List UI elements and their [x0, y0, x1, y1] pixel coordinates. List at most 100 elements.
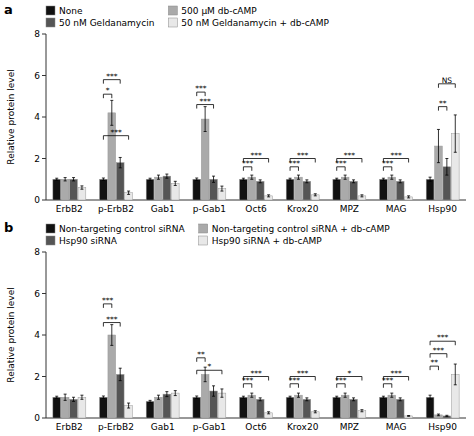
error-bar [80, 186, 83, 189]
significance-label: ** [197, 350, 205, 359]
bar [286, 179, 294, 200]
y-tick-label: 8 [34, 29, 40, 39]
error-bar [289, 178, 292, 180]
error-bar [454, 115, 457, 152]
bar [108, 335, 116, 418]
brackets [103, 80, 455, 171]
bar [443, 416, 451, 418]
x-tick-label: Hsp90 [428, 422, 457, 432]
y-tick [42, 34, 46, 35]
bar [388, 177, 396, 200]
bar [303, 399, 311, 418]
y-tick [42, 418, 46, 419]
y-tick-label: 2 [34, 372, 40, 382]
error-bars [72, 368, 448, 416]
bar [286, 397, 294, 418]
bar [405, 416, 413, 418]
legend-swatch [168, 6, 177, 15]
legend-item: Non-targeting control siRNA [46, 224, 186, 234]
y-tick-label: 0 [34, 413, 40, 423]
error-bar [127, 191, 130, 194]
y-tick-label: 2 [34, 154, 40, 164]
legend-swatch [46, 6, 55, 15]
error-bar [344, 175, 347, 179]
bar [380, 397, 388, 418]
error-bar [407, 196, 410, 198]
bar [256, 181, 264, 200]
error-bar [352, 398, 355, 401]
bar [146, 401, 154, 418]
y-tick [42, 158, 46, 159]
legend-item: 50 nM Geldanamycin [46, 18, 154, 28]
bar [248, 395, 256, 418]
legend-label: 50 nM Geldanamycin [59, 18, 154, 28]
significance-label: *** [102, 296, 114, 305]
y-tick [42, 376, 46, 377]
y-tick-label: 6 [34, 289, 40, 299]
error-bars [64, 325, 440, 416]
significance-label: *** [433, 346, 445, 355]
bar [171, 393, 179, 418]
legend-label: Non-targeting control siRNA [59, 224, 186, 234]
y-tick [42, 75, 46, 76]
error-bar [454, 364, 457, 385]
bar [155, 397, 163, 418]
bar [256, 399, 264, 418]
legend-swatch [199, 224, 208, 233]
error-bar [72, 178, 75, 181]
x-tick-label: MAG [386, 204, 407, 214]
bar [350, 399, 358, 418]
x-tick-label: Krox20 [287, 422, 319, 432]
significance-label: * [207, 362, 211, 371]
significance-label: *** [437, 333, 449, 342]
bar [295, 177, 303, 200]
y-tick-label: 4 [34, 330, 40, 340]
series [61, 335, 442, 418]
error-bar [110, 325, 113, 346]
bar [380, 179, 388, 200]
error-bar [399, 180, 402, 183]
legend-item: 500 μM db-cAMP [168, 6, 257, 16]
legend-swatch [199, 236, 208, 245]
y-axis-label: Relative protein level [6, 69, 16, 164]
bar [396, 181, 404, 200]
bar [388, 395, 396, 418]
significance-label: *** [195, 84, 207, 93]
x-tick-label: p-ErbB2 [98, 422, 134, 432]
bar [193, 179, 201, 200]
y-tick [42, 252, 46, 253]
bar [435, 415, 443, 418]
bar [171, 183, 179, 200]
bar [100, 397, 108, 418]
error-bar [445, 415, 448, 416]
error-bar [437, 414, 440, 416]
error-bar [390, 393, 393, 397]
error-bar [212, 176, 215, 182]
bar [341, 177, 349, 200]
bar [240, 397, 248, 418]
error-bar [314, 411, 317, 413]
error-bars [64, 100, 440, 181]
legend: Non-targeting control siRNANon-targeting… [46, 224, 390, 246]
error-bar [259, 398, 262, 401]
legend-swatch [46, 18, 55, 27]
chart-panel: bNon-targeting control siRNANon-targetin… [4, 220, 466, 432]
bar [248, 177, 256, 200]
error-bar [72, 397, 75, 401]
significance-label: *** [297, 151, 309, 160]
y-tick-label: 0 [34, 195, 40, 205]
bar [240, 179, 248, 200]
error-bar [102, 396, 105, 398]
significance-label: *** [390, 151, 402, 160]
error-bar [344, 393, 347, 397]
legend-item: Hsp90 siRNA + db-cAMP [199, 236, 323, 246]
legend: None500 μM db-cAMP50 nM Geldanamycin50 n… [46, 6, 330, 28]
bar [295, 395, 303, 418]
error-bar [360, 195, 363, 197]
significance-label: *** [289, 159, 301, 168]
error-bar [102, 178, 105, 180]
error-bar [297, 175, 300, 179]
error-bars [55, 177, 431, 181]
bar [61, 179, 69, 200]
legend-item: None [46, 6, 83, 16]
